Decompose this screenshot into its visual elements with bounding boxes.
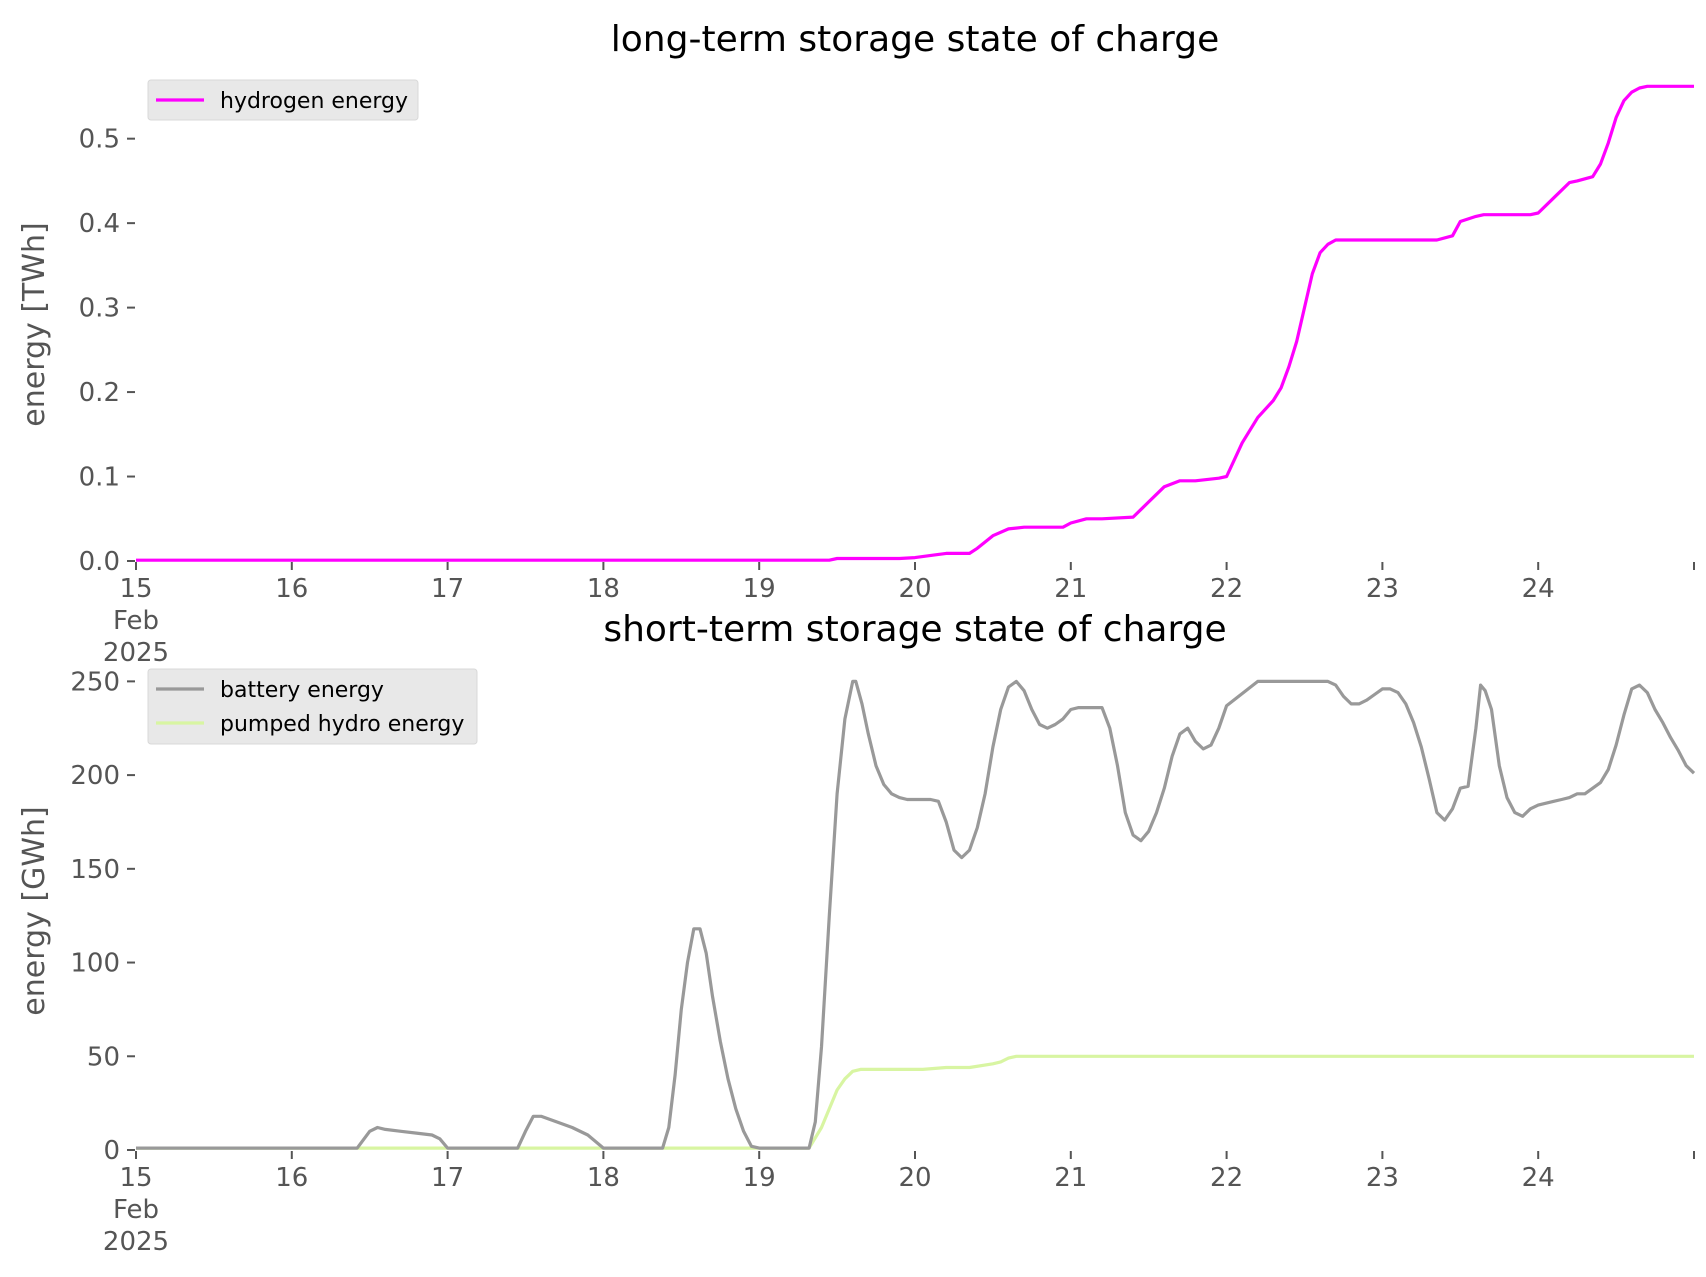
x-tick-label: 20 — [898, 1163, 931, 1193]
x-tick-label: 18 — [587, 574, 620, 604]
y-tick-label: 200 — [70, 761, 120, 791]
x-tick-label: 19 — [743, 1163, 776, 1193]
axis-ticks: 0 50 100 150 200 250 15 Feb 2025 16 17 18 19 20 21 22 23… — [70, 667, 1695, 1257]
legend-box — [147, 668, 478, 745]
y-tick-label: 0.4 — [79, 209, 120, 239]
y-tick-label: 0.0 — [79, 547, 120, 577]
y-tick-label: 150 — [70, 855, 120, 885]
x-tick-label: 23 — [1366, 574, 1399, 604]
legend-box — [147, 79, 419, 121]
y-tick-label: 0.5 — [79, 125, 120, 155]
x-tick-label: 17 — [431, 1163, 464, 1193]
series-lines — [136, 84, 1694, 562]
chart-long-term-storage: long-term storage state of charge energy… — [17, 19, 1695, 668]
x-tick-label: 15 Feb 2025 — [103, 1163, 169, 1257]
x-tick-label: 21 — [1054, 1163, 1087, 1193]
y-tick-label: 250 — [70, 667, 120, 697]
y-axis-label: energy [GWh] — [17, 806, 52, 1015]
chart-title: long-term storage state of charge — [611, 19, 1219, 60]
legend-label: battery energy — [220, 678, 384, 703]
x-tick-label: 21 — [1054, 574, 1087, 604]
x-tick-label: 24 — [1522, 1163, 1555, 1193]
legend-label: pumped hydro energy — [220, 712, 464, 737]
axis-ticks: 0.0 0.1 0.2 0.3 0.4 0.5 15 Feb 2025 16 17 18 19 20 21 2… — [79, 125, 1695, 668]
x-tick-label: 19 — [743, 574, 776, 604]
y-axis-label: energy [TWh] — [17, 222, 52, 426]
x-tick-label: 20 — [898, 574, 931, 604]
x-tick-label: 16 — [275, 1163, 308, 1193]
x-tick-label: 22 — [1210, 1163, 1243, 1193]
x-tick-label: 24 — [1522, 574, 1555, 604]
y-tick-label: 0.2 — [79, 378, 120, 408]
chart-short-term-storage: short-term storage state of charge energ… — [17, 609, 1696, 1257]
x-tick-label: 23 — [1366, 1163, 1399, 1193]
series-line-pumped-hydro-energy — [136, 1054, 1694, 1150]
x-tick-label: 18 — [587, 1163, 620, 1193]
y-tick-label: 0 — [103, 1136, 120, 1166]
y-tick-label: 0.1 — [79, 463, 120, 493]
x-tick-label: 15 Feb 2025 — [103, 574, 169, 668]
y-tick-label: 50 — [87, 1042, 120, 1072]
x-tick-label: 16 — [275, 574, 308, 604]
series-line-hydrogen-energy — [136, 84, 1694, 562]
chart-title: short-term storage state of charge — [603, 609, 1226, 650]
series-line-battery-energy — [136, 679, 1696, 1150]
x-tick-label: 17 — [431, 574, 464, 604]
legend-label: hydrogen energy — [220, 89, 408, 114]
legend: hydrogen energy — [147, 79, 419, 121]
y-tick-label: 100 — [70, 949, 120, 979]
series-lines — [136, 679, 1696, 1150]
legend: battery energy pumped hydro energy — [147, 668, 478, 745]
y-tick-label: 0.3 — [79, 294, 120, 324]
x-tick-label: 22 — [1210, 574, 1243, 604]
